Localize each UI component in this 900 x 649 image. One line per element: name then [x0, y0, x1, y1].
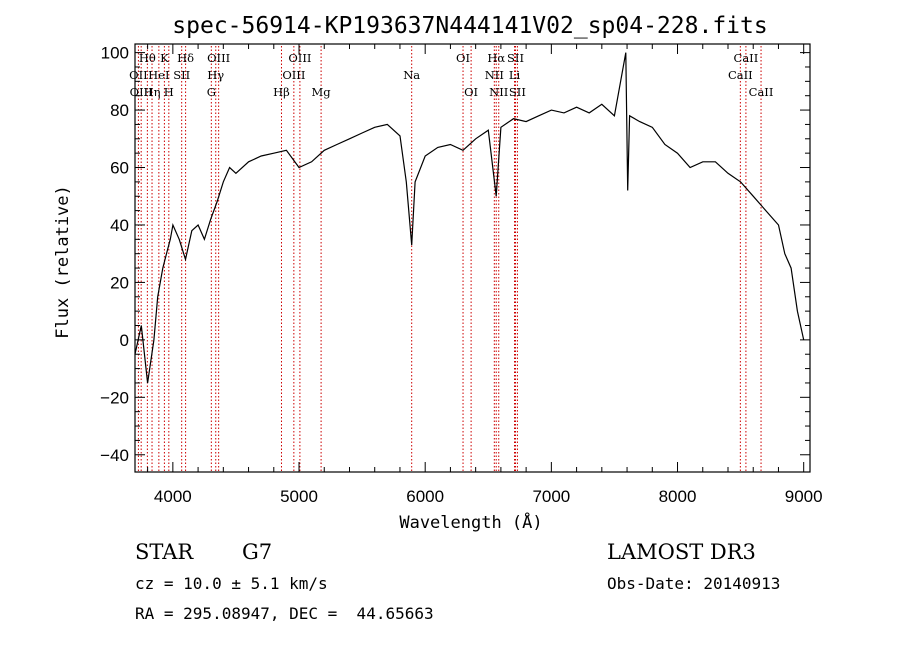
line-label: CaII: [749, 85, 774, 99]
line-label: Mg: [312, 85, 332, 99]
line-label: OI: [464, 85, 478, 99]
x-tick-label: 5000: [280, 487, 318, 506]
y-tick-label: 80: [110, 101, 129, 120]
x-tick-label: 7000: [532, 487, 570, 506]
y-tick-label: 20: [110, 273, 129, 292]
x-axis-ticks: 4000 5000 6000 7000 8000 9000: [147, 44, 823, 506]
y-axis-ticks: −40 −20 0 20 40 60 80 100: [100, 44, 810, 465]
line-label: Hβ: [273, 85, 290, 99]
line-label: OIII: [207, 51, 230, 65]
plot-frame: [134, 43, 811, 473]
chart-title: spec-56914-KP193637N444141V02_sp04-228.f…: [172, 13, 767, 39]
x-tick-label: 4000: [154, 487, 192, 506]
line-label: HeI: [148, 68, 169, 82]
y-tick-label: −40: [100, 446, 129, 465]
line-label: H: [164, 85, 174, 99]
line-label: SII: [507, 51, 524, 65]
line-label: Hθ: [139, 51, 156, 65]
y-tick-label: 60: [110, 159, 129, 178]
object-subclass: G7: [242, 540, 273, 564]
observation-date: Obs-Date: 20140913: [607, 574, 781, 593]
line-label: OIII: [282, 68, 305, 82]
x-tick-label: 8000: [659, 487, 697, 506]
line-label: CaII: [728, 68, 753, 82]
line-label: NII: [485, 68, 504, 82]
line-label: Hη: [144, 85, 161, 99]
line-label: CaII: [734, 51, 759, 65]
line-markers: [137, 46, 762, 472]
y-tick-label: −20: [100, 388, 129, 407]
object-type: STAR: [135, 540, 194, 564]
x-axis-label: Wavelength (Å): [399, 511, 542, 533]
line-label: Na: [403, 68, 420, 82]
y-tick-label: 40: [110, 216, 129, 235]
flux-series-line: [134, 52, 805, 384]
redshift-value: cz = 10.0 ± 5.1 km/s: [135, 574, 328, 593]
coordinates: RA = 295.08947, DEC = 44.65663: [135, 604, 434, 623]
line-label: G: [207, 85, 216, 99]
line-label: OIII: [288, 51, 311, 65]
line-label: SII: [509, 85, 526, 99]
x-tick-label: 6000: [406, 487, 444, 506]
line-label: Hγ: [207, 68, 224, 82]
line-label: NII: [489, 85, 508, 99]
line-label: Hα: [487, 51, 505, 65]
survey-name: LAMOST DR3: [607, 540, 756, 564]
x-tick-label: 9000: [785, 487, 823, 506]
line-label: Li: [509, 68, 521, 82]
line-label: SII: [173, 68, 190, 82]
y-tick-label: 0: [120, 331, 129, 350]
line-label: Hδ: [177, 51, 194, 65]
y-axis-label: Flux (relative): [53, 185, 73, 339]
line-label: OI: [456, 51, 470, 65]
y-tick-label: 100: [101, 44, 129, 63]
line-label: OII: [129, 68, 148, 82]
line-label: K: [160, 51, 169, 65]
